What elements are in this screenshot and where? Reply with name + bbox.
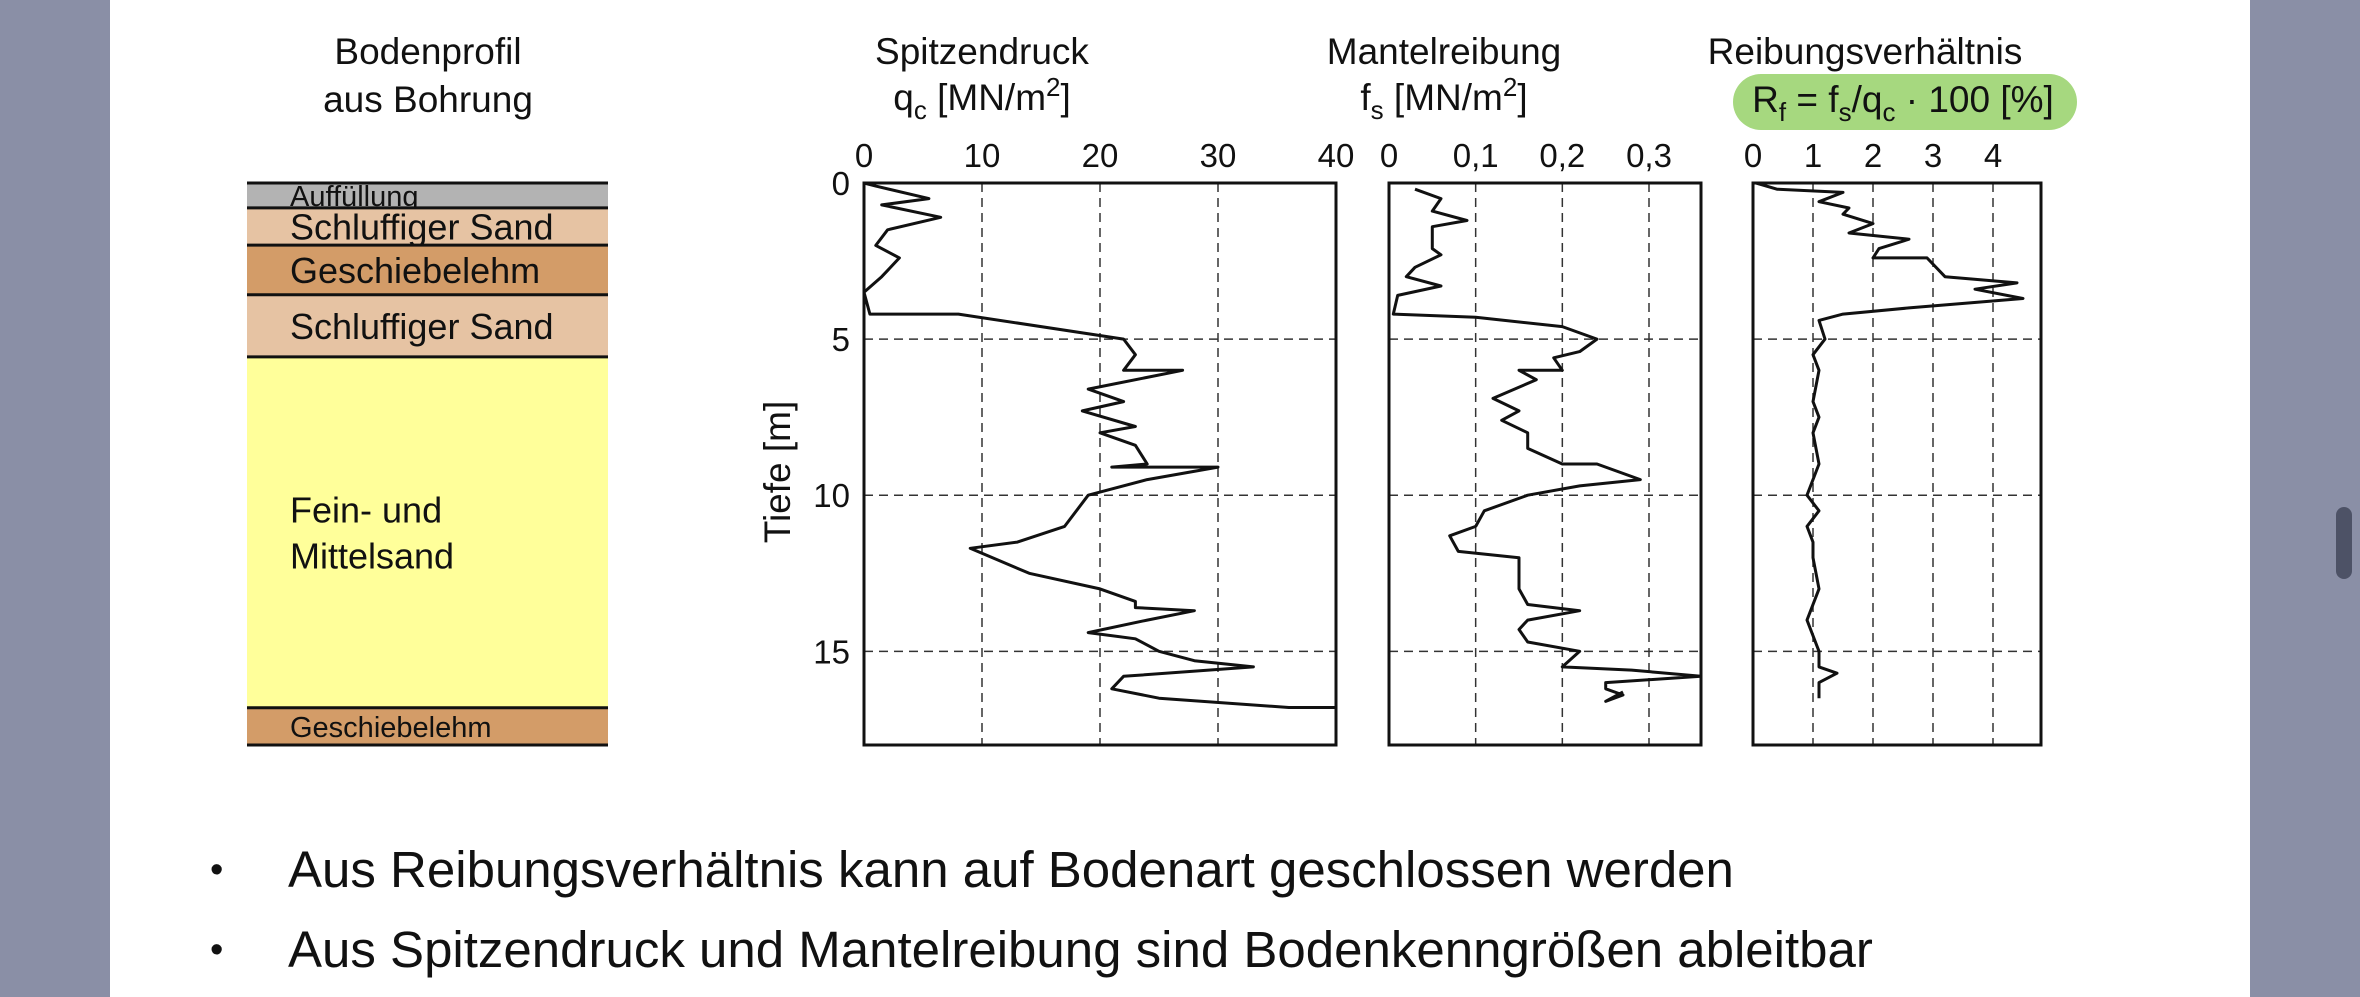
scrollbar-thumb[interactable] xyxy=(2336,507,2352,579)
plot-frame xyxy=(1751,181,2043,747)
soil-layer-label: Geschiebelehm xyxy=(290,250,540,291)
rf-title: Reibungsverhältnis xyxy=(1708,31,2023,72)
rf-xlabel: Rf = fs/qc · 100 [%] xyxy=(1752,79,2054,127)
profile-title-line2: aus Bohrung xyxy=(323,79,533,120)
bullet-text: Aus Reibungsverhältnis kann auf Bodenart… xyxy=(288,841,1734,898)
x-tick-label: 0,3 xyxy=(1626,137,1672,174)
x-tick-label: 2 xyxy=(1864,137,1882,174)
soil-layer-label: Fein- und xyxy=(290,489,442,530)
mantelreibung-chart: Mantelreibung fs [MN/m2] 0 0,1 0,2 0,3 xyxy=(1327,31,1703,747)
soil-profile: Bodenprofil aus Bohrung AuffüllungSchluf… xyxy=(247,31,608,747)
reibungsverhaeltnis-chart: Reibungsverhältnis Rf = fs/qc · 100 [%] … xyxy=(1708,31,2077,747)
x-tick-label: 0 xyxy=(1380,137,1398,174)
y-tick-label: 10 xyxy=(813,477,850,514)
bullet-dot: • xyxy=(210,929,224,971)
soil-layer xyxy=(247,245,608,295)
x-tick-label: 0,1 xyxy=(1453,137,1499,174)
bullet-item: • Aus Spitzendruck und Mantelreibung sind… xyxy=(210,910,1873,990)
bullet-list: • Aus Reibungsverhältnis kann auf Bodenar… xyxy=(210,830,1873,990)
fs-xlabel: fs [MN/m2] xyxy=(1360,72,1527,125)
profile-line xyxy=(862,181,1336,709)
x-tick-label: 1 xyxy=(1804,137,1822,174)
plot-frame xyxy=(862,181,1338,747)
soil-layer xyxy=(247,183,608,208)
soil-layer xyxy=(247,356,608,708)
soil-layer xyxy=(247,207,608,246)
spitzendruck-chart: Spitzendruck qc [MN/m2] Tiefe [m] 0 10 20 3… xyxy=(757,31,1355,747)
soil-layer xyxy=(247,294,608,357)
qc-title: Spitzendruck xyxy=(875,31,1089,72)
bullet-text: Aus Spitzendruck und Mantelreibung sind … xyxy=(288,921,1873,978)
x-tick-label: 0 xyxy=(855,137,873,174)
soil-layer-label: Mittelsand xyxy=(290,535,454,576)
profile-line xyxy=(1755,181,2025,699)
profile-line xyxy=(1391,187,1703,703)
x-tick-label: 3 xyxy=(1924,137,1942,174)
y-tick-label: 0 xyxy=(832,165,850,202)
bullet-item: • Aus Reibungsverhältnis kann auf Bodenar… xyxy=(210,830,1873,910)
soil-layer-label: Schluffiger Sand xyxy=(290,306,554,347)
fs-title: Mantelreibung xyxy=(1327,31,1561,72)
x-tick-label: 20 xyxy=(1082,137,1119,174)
cpt-figure: Bodenprofil aus Bohrung AuffüllungSchluf… xyxy=(247,31,2077,747)
x-tick-label: 4 xyxy=(1984,137,2002,174)
soil-layer xyxy=(247,707,608,745)
profile-title-line1: Bodenprofil xyxy=(334,31,521,72)
soil-layer-label: Geschiebelehm xyxy=(290,712,492,744)
slide: Bodenprofil aus Bohrung Auffüllung Schluf… xyxy=(110,0,2250,997)
soil-layer-label: Schluffiger Sand xyxy=(290,206,554,247)
x-tick-label: 10 xyxy=(964,137,1001,174)
x-tick-label: 0,2 xyxy=(1539,137,1585,174)
bullet-dot: • xyxy=(210,849,224,891)
x-tick-label: 0 xyxy=(1744,137,1762,174)
y-tick-label: 15 xyxy=(813,633,850,670)
rf-xlabel-highlight xyxy=(1733,74,2077,130)
y-tick-label: 5 xyxy=(832,321,850,358)
y-axis-label: Tiefe [m] xyxy=(757,401,798,544)
qc-xlabel: qc [MN/m2] xyxy=(893,72,1071,125)
x-tick-label: 40 xyxy=(1318,137,1355,174)
plot-frame xyxy=(1387,181,1703,747)
x-tick-label: 30 xyxy=(1200,137,1237,174)
